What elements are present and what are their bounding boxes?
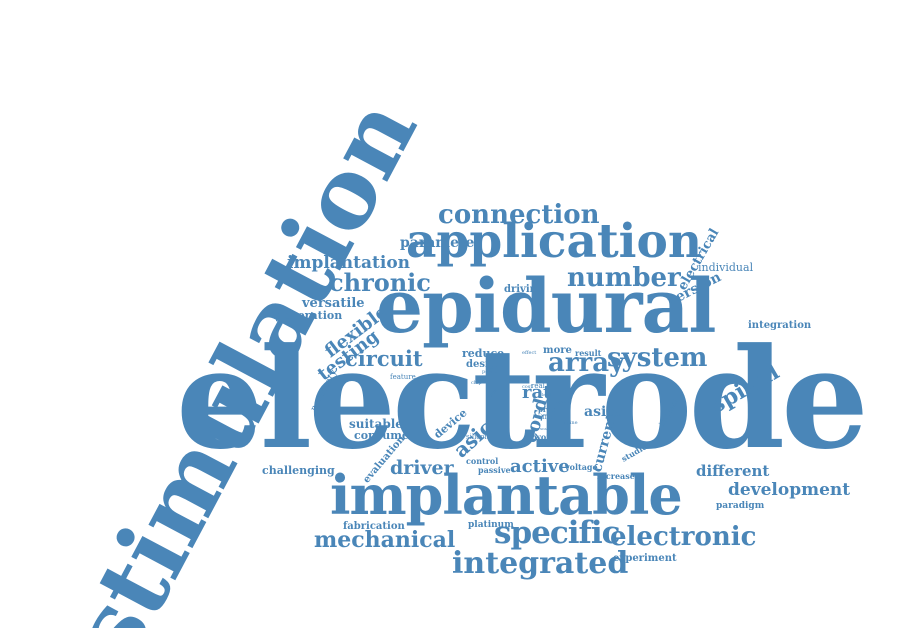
word-fabrication: fabrication (343, 521, 405, 532)
word-power: power (482, 369, 498, 375)
word-platinum: platinum (468, 520, 514, 530)
word-individual: individual (698, 261, 754, 274)
word-spine: spine (564, 420, 578, 426)
word-design: design (466, 359, 504, 370)
word-suitable: suitable (349, 417, 403, 431)
word-rat: rat (522, 382, 552, 403)
word-feature: feature (390, 373, 416, 381)
word-mechanical: mechanical (314, 527, 456, 553)
word-circuit: circuit (345, 346, 423, 371)
word-epidural: epidural (376, 264, 717, 350)
word-implantable: implantable (330, 463, 683, 527)
word-consume: consume (354, 429, 409, 442)
word-increase: increase (597, 471, 635, 481)
word-tiffle: tiffle (538, 414, 553, 421)
word-array: array (548, 348, 625, 378)
word-system: system (607, 343, 708, 373)
word-paradigm: paradigm (716, 501, 765, 511)
word-cost: cost (522, 384, 533, 390)
word-proc: proc (538, 405, 556, 414)
word-level: level (542, 392, 552, 397)
word-application: application (406, 214, 703, 269)
word-development: development (728, 480, 851, 500)
word-implantation: implantation (287, 253, 411, 273)
word-electrode: electrode (176, 317, 869, 480)
word-parameter: parameter (400, 235, 482, 251)
word-connection: connection (438, 200, 600, 230)
word-challenging: challenging (262, 464, 335, 477)
word-experiment: experiment (613, 553, 677, 564)
word-chip: chip (471, 380, 482, 386)
word-result: result (575, 348, 602, 358)
word-electronic: electronic (610, 522, 757, 552)
word-integration: integration (748, 320, 812, 331)
word-integrated: integrated (452, 546, 629, 581)
word-different: different (696, 462, 770, 480)
word-more: more (543, 345, 572, 356)
word-passive: passive (478, 465, 511, 475)
word-silicon: silicon (466, 433, 489, 441)
word-versatile: versatile (302, 296, 365, 311)
word-specific: specific (494, 515, 620, 551)
word-driving: driving (504, 284, 544, 295)
word-generation: generation (275, 309, 343, 322)
word-scale: scale (540, 426, 551, 431)
word-voltage: voltage (565, 462, 598, 472)
word-effect: effect (522, 350, 537, 356)
word-driver: driver (390, 457, 454, 479)
word-work: work (534, 432, 556, 442)
word-chronic: chronic (329, 268, 431, 297)
word-cycle: cycle (556, 399, 569, 405)
word-real: real (531, 382, 545, 390)
word-number: number (567, 263, 681, 293)
word-reduce: reduce (462, 347, 505, 360)
word-control: control (466, 456, 499, 466)
word-asics: asics (584, 404, 623, 420)
word-active: active (510, 456, 570, 477)
